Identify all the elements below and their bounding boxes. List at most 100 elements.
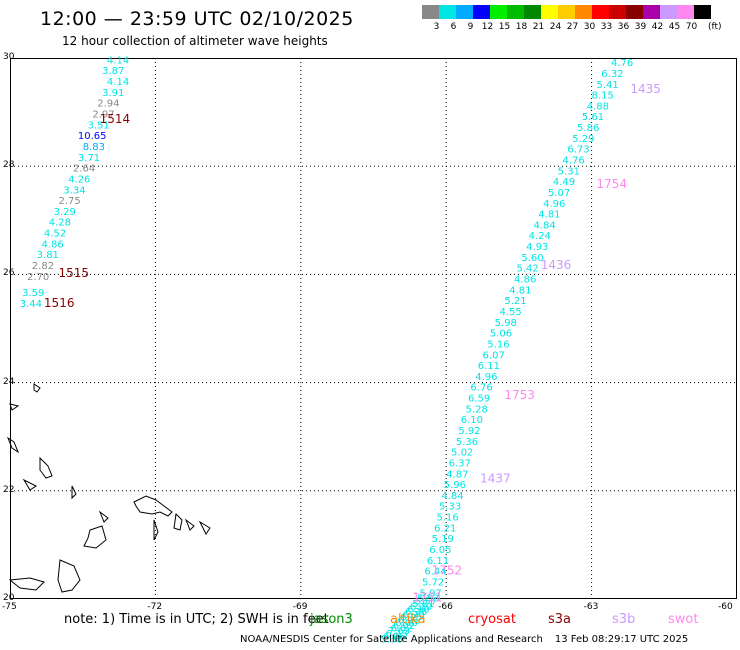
wave-height-value: 5.19 xyxy=(432,534,454,545)
wave-height-value: 4.76 xyxy=(563,155,585,166)
wave-height-value: 5.02 xyxy=(451,448,473,459)
coastline-island xyxy=(71,485,77,500)
legend-label: 18 xyxy=(515,22,528,32)
legend-swatch xyxy=(558,5,575,19)
satellite-legend-item: altika xyxy=(390,612,426,627)
coastline-island xyxy=(184,518,195,531)
wave-height-value: 6.76 xyxy=(470,383,492,394)
legend-label: 30 xyxy=(583,22,596,32)
legend-label: 12 xyxy=(481,22,494,32)
wave-height-value: 3.87 xyxy=(102,66,124,77)
legend-label: 39 xyxy=(634,22,647,32)
lon-tick-label: -69 xyxy=(292,602,308,612)
wave-height-value: 4.96 xyxy=(543,199,565,210)
pass-time-label: 1751 xyxy=(412,591,443,605)
wave-height-value: 6.20 xyxy=(410,602,432,613)
legend-swatch xyxy=(490,5,507,19)
wave-height-value: 3.59 xyxy=(22,288,44,299)
wave-height-value: 4.86 xyxy=(42,239,64,250)
satellite-legend-item: swot xyxy=(668,612,699,627)
legend-swatch xyxy=(541,5,558,19)
wave-height-value: 7.63 xyxy=(388,626,410,637)
satellite-legend-item: cryosat xyxy=(468,612,516,627)
wave-height-value: 6.11 xyxy=(427,556,449,567)
map-plot-area xyxy=(10,58,737,599)
wave-height-value: 5.72 xyxy=(422,577,444,588)
wave-height-value: 6.23 xyxy=(386,629,408,640)
coastline-island xyxy=(133,495,173,517)
wave-height-value: 3.44 xyxy=(20,299,42,310)
wave-height-value: 4.93 xyxy=(526,242,548,253)
footer-org: NOAA/NESDIS Center for Satellite Applica… xyxy=(240,634,543,645)
coastline-island xyxy=(198,520,211,535)
wave-height-value: 3.29 xyxy=(54,207,76,218)
coastline-island xyxy=(98,510,109,523)
wave-height-value: 5.29 xyxy=(572,134,594,145)
wave-height-value: 6.07 xyxy=(483,350,505,361)
wave-height-value: 5.16 xyxy=(437,513,459,524)
lat-tick-label: 28 xyxy=(3,160,15,171)
pass-time-label: 1436 xyxy=(541,258,572,272)
legend-swatch xyxy=(660,5,677,19)
coastline-island xyxy=(33,383,41,393)
wave-height-value: 5.36 xyxy=(456,437,478,448)
legend-swatch xyxy=(524,5,541,19)
wave-height-value: 5.33 xyxy=(439,502,461,513)
wave-height-value: 4.49 xyxy=(553,177,575,188)
wave-height-value: 6.02 xyxy=(390,623,412,634)
wave-height-value: 5.60 xyxy=(521,253,543,264)
legend-label: 6 xyxy=(450,22,457,32)
wave-height-value: 3.34 xyxy=(63,185,85,196)
wave-height-value: 2.97 xyxy=(92,110,114,121)
legend-swatch xyxy=(507,5,524,19)
coastline-island xyxy=(22,478,37,491)
wave-height-value: 2.70 xyxy=(27,272,49,283)
footer-timestamp: 13 Feb 08:29:17 UTC 2025 xyxy=(554,634,689,645)
wave-height-value: 5.38 xyxy=(381,634,403,645)
wave-height-value: 2.94 xyxy=(97,99,119,110)
legend-swatch xyxy=(439,5,456,19)
lat-tick-label: 30 xyxy=(3,52,15,62)
wave-height-value: 6.11 xyxy=(478,361,500,372)
wave-height-value: 5.98 xyxy=(495,318,517,329)
legend-label: 21 xyxy=(532,22,545,32)
notes-bar: note: 1) Time is in UTC; 2) SWH is in fe… xyxy=(0,612,740,632)
wave-height-value: 5.41 xyxy=(596,80,618,91)
wave-height-value: 6.10 xyxy=(407,605,429,616)
wave-height-value: 6.10 xyxy=(461,415,483,426)
wave-height-value: 5.61 xyxy=(582,112,604,123)
wave-height-value: 6.25 xyxy=(400,613,422,624)
legend-swatch xyxy=(592,5,609,19)
legend-label: 9 xyxy=(467,22,474,32)
wave-height-value: 6.73 xyxy=(567,145,589,156)
coastline-island xyxy=(8,577,45,591)
wave-height-value: 8.83 xyxy=(83,142,105,153)
map-title: 12:00 — 23:59 UTC 02/10/2025 xyxy=(40,8,354,30)
coastline-island xyxy=(39,456,53,479)
wave-height-value: 8.15 xyxy=(592,91,614,102)
wave-height-value: 4.28 xyxy=(49,218,71,229)
wave-height-value: 3.91 xyxy=(102,88,124,99)
lat-tick-label: 20 xyxy=(3,593,15,603)
wave-height-value: 4.88 xyxy=(587,101,609,112)
wave-height-value: 3.81 xyxy=(37,250,59,261)
coastline-island xyxy=(153,519,159,541)
legend-swatch xyxy=(643,5,660,19)
map-subtitle: 12 hour collection of altimeter wave hei… xyxy=(62,34,328,48)
lat-tick-label: 24 xyxy=(3,376,15,387)
coastline-island xyxy=(83,525,107,549)
pass-time-label: 1515 xyxy=(58,266,89,280)
wave-height-value: 5.31 xyxy=(558,166,580,177)
footer: NOAA/NESDIS Center for Satellite Applica… xyxy=(240,634,688,645)
pass-time-label: 1752 xyxy=(432,564,463,578)
wave-height-value: 5.92 xyxy=(458,426,480,437)
wave-height-value: 4.26 xyxy=(68,174,90,185)
coastline-island xyxy=(173,512,183,531)
pass-time-label: 1753 xyxy=(504,388,535,402)
legend-label: 70 xyxy=(685,22,698,32)
note-text: note: 1) Time is in UTC; 2) SWH is in fe… xyxy=(64,612,329,627)
legend-swatch xyxy=(575,5,592,19)
wave-height-value: 6.28 xyxy=(405,607,427,618)
wave-height-value: 6.02 xyxy=(393,621,415,632)
wave-height-value: 6.21 xyxy=(398,615,420,626)
